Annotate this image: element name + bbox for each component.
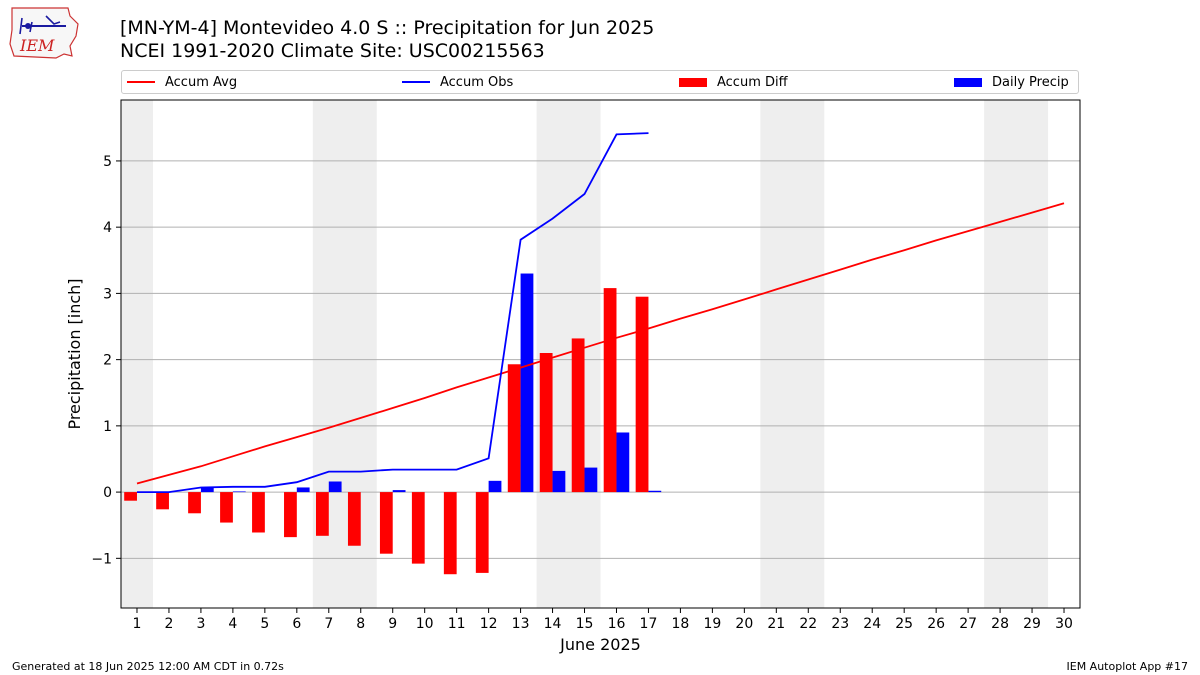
accum-diff-bar bbox=[284, 492, 297, 538]
daily-precip-bar bbox=[232, 491, 246, 493]
chart-title: [MN-YM-4] Montevideo 4.0 S :: Precipitat… bbox=[120, 17, 655, 39]
y-tick-label: −1 bbox=[91, 551, 112, 567]
x-tick-label: 7 bbox=[324, 616, 333, 632]
iem-logo: IEM bbox=[9, 7, 79, 59]
legend-item-accum-obs: Accum Obs bbox=[402, 71, 513, 93]
x-tick-label: 5 bbox=[260, 616, 269, 632]
accum-diff-bar bbox=[347, 492, 361, 546]
legend-label: Accum Obs bbox=[440, 74, 514, 90]
x-axis-label: June 2025 bbox=[559, 635, 641, 654]
legend-item-accum-diff: Accum Diff bbox=[679, 71, 788, 93]
x-tick-label: 9 bbox=[388, 616, 397, 632]
x-tick-label: 19 bbox=[703, 616, 721, 632]
x-tick-label: 8 bbox=[356, 616, 365, 632]
daily-precip-bar bbox=[648, 490, 662, 493]
daily-precip-bar bbox=[296, 487, 310, 493]
footer-app-id: IEM Autoplot App #17 bbox=[1066, 660, 1189, 673]
accum-diff-bar bbox=[220, 492, 233, 523]
accum-diff-bar bbox=[571, 338, 585, 493]
accum-diff-bar bbox=[603, 288, 617, 493]
legend-swatch-daily-precip bbox=[954, 77, 982, 87]
legend-swatch-accum-diff bbox=[679, 77, 707, 87]
x-tick-label: 25 bbox=[895, 616, 913, 632]
legend-item-accum-avg: Accum Avg bbox=[127, 71, 237, 93]
x-tick-label: 10 bbox=[416, 616, 434, 632]
x-tick-label: 15 bbox=[576, 616, 594, 632]
x-tick-label: 30 bbox=[1055, 616, 1073, 632]
legend-label: Daily Precip bbox=[992, 74, 1069, 90]
x-tick-label: 13 bbox=[512, 616, 530, 632]
accum-diff-bar bbox=[379, 492, 393, 554]
x-tick-label: 14 bbox=[544, 616, 562, 632]
accum-diff-bar bbox=[411, 492, 425, 564]
chart-legend: Accum Avg Accum Obs Accum Diff Daily Pre… bbox=[121, 70, 1079, 94]
x-tick-label: 16 bbox=[608, 616, 626, 632]
x-tick-label: 18 bbox=[672, 616, 690, 632]
x-tick-label: 11 bbox=[448, 616, 466, 632]
plot-frame bbox=[120, 99, 1081, 609]
y-tick-label: 0 bbox=[103, 485, 112, 501]
accum-diff-bar bbox=[315, 492, 329, 536]
y-axis-label: Precipitation [inch] bbox=[65, 278, 84, 429]
legend-item-daily-precip: Daily Precip bbox=[954, 71, 1069, 93]
chart-subtitle: NCEI 1991-2020 Climate Site: USC00215563 bbox=[120, 40, 545, 62]
daily-precip-bar bbox=[488, 480, 502, 493]
weekend-shade bbox=[760, 100, 825, 608]
x-tick-label: 6 bbox=[292, 616, 301, 632]
accum-diff-bar bbox=[635, 296, 649, 493]
daily-precip-bar bbox=[616, 432, 630, 493]
x-tick-label: 22 bbox=[799, 616, 817, 632]
accum-diff-bar bbox=[507, 364, 521, 493]
y-tick-label: 2 bbox=[103, 353, 112, 369]
x-tick-label: 27 bbox=[959, 616, 977, 632]
footer-generated: Generated at 18 Jun 2025 12:00 AM CDT in… bbox=[12, 660, 284, 673]
x-tick-label: 23 bbox=[831, 616, 849, 632]
x-tick-label: 24 bbox=[863, 616, 881, 632]
x-tick-label: 12 bbox=[480, 616, 498, 632]
accum-diff-bar bbox=[124, 492, 137, 501]
legend-label: Accum Avg bbox=[165, 74, 238, 90]
y-tick-label: 5 bbox=[103, 154, 112, 170]
daily-precip-bar bbox=[584, 467, 598, 493]
x-tick-label: 28 bbox=[991, 616, 1009, 632]
y-tick-label: 1 bbox=[103, 419, 112, 435]
x-tick-label: 26 bbox=[927, 616, 945, 632]
daily-precip-bar bbox=[392, 490, 406, 493]
weekend-shade bbox=[121, 100, 153, 608]
legend-swatch-accum-obs bbox=[402, 81, 430, 83]
accum-diff-bar bbox=[539, 353, 553, 493]
daily-precip-bar bbox=[520, 273, 534, 493]
logo-text: IEM bbox=[19, 36, 55, 55]
accum-diff-bar bbox=[188, 492, 201, 514]
accum-diff-bar bbox=[156, 492, 169, 510]
daily-precip-bar bbox=[200, 487, 214, 493]
accum-obs-line bbox=[137, 132, 649, 494]
legend-swatch-accum-avg bbox=[127, 81, 155, 83]
x-tick-label: 3 bbox=[196, 616, 205, 632]
accum-diff-bar bbox=[443, 492, 457, 575]
accum-diff-bar bbox=[252, 492, 265, 533]
legend-label: Accum Diff bbox=[717, 74, 788, 90]
daily-precip-bar bbox=[328, 481, 342, 493]
x-tick-label: 2 bbox=[164, 616, 173, 632]
x-tick-label: 4 bbox=[228, 616, 237, 632]
weekend-shade bbox=[984, 100, 1049, 608]
x-tick-label: 21 bbox=[767, 616, 785, 632]
daily-precip-bar bbox=[552, 470, 566, 493]
accum-diff-bar bbox=[475, 492, 489, 573]
x-tick-label: 17 bbox=[640, 616, 658, 632]
x-tick-label: 1 bbox=[133, 616, 142, 632]
x-tick-label: 29 bbox=[1023, 616, 1041, 632]
accum-avg-line bbox=[136, 202, 1065, 485]
x-tick-label: 20 bbox=[735, 616, 753, 632]
y-tick-label: 3 bbox=[103, 286, 112, 302]
y-tick-label: 4 bbox=[103, 220, 112, 236]
